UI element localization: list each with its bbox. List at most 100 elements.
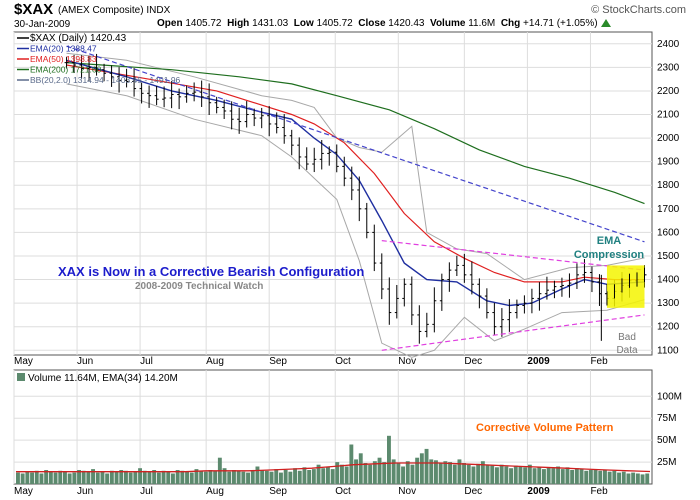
volume-bar — [48, 471, 53, 484]
volume-bar — [358, 453, 363, 484]
x-tick-label: Dec — [464, 356, 482, 367]
volume-bar — [560, 469, 565, 484]
volume-bar — [504, 466, 509, 484]
chart-annotation-title: XAX is Now in a Corrective Bearish Confi… — [58, 264, 364, 279]
volume-bar — [91, 469, 95, 484]
volume-bar — [603, 470, 607, 484]
legend-ema20-text: EMA(20) 1388.47 — [30, 44, 97, 54]
wedge-top-trendline — [381, 240, 645, 271]
volume-bar — [297, 470, 302, 484]
volume-bar — [471, 466, 476, 484]
volume-legend-text: Volume 11.64M, EMA(34) 14.20M — [28, 373, 178, 384]
x-tick-label: Oct — [335, 356, 351, 367]
volume-bar — [527, 464, 532, 484]
volume-bar — [316, 464, 321, 484]
volume-bar — [391, 459, 396, 484]
volume-bar — [419, 453, 424, 484]
volume-bar — [480, 461, 485, 484]
volume-bar — [372, 461, 377, 484]
volume-value: 11.6M — [468, 18, 496, 29]
ema-compression-highlight — [606, 265, 645, 308]
volume-bar — [396, 463, 401, 484]
volume-bar — [124, 470, 128, 484]
volume-bar — [264, 470, 269, 484]
chart-date: 30-Jan-2009 — [14, 19, 71, 30]
volume-bar — [246, 472, 250, 484]
legend-ema200-text: EMA(200) 1721.60 — [30, 65, 102, 75]
open-value: 1405.72 — [185, 18, 222, 29]
volume-bar — [321, 468, 326, 484]
volume-bar — [72, 472, 77, 484]
volume-bar — [128, 472, 133, 484]
volume-bar — [58, 470, 63, 484]
volume-bar — [387, 435, 391, 484]
volume-y-tick-label: 25M — [657, 457, 676, 468]
high-label: High — [227, 18, 250, 29]
open-label: Open — [157, 18, 183, 29]
volume-bar — [20, 473, 25, 484]
y-tick-label: 1700 — [657, 204, 680, 215]
volume-bar — [95, 472, 100, 484]
volume-bar — [288, 471, 293, 484]
volume-bar — [39, 473, 44, 484]
low-value: 1405.72 — [316, 18, 353, 29]
x-tick-label: May — [14, 356, 33, 367]
y-tick-label: 2400 — [657, 39, 680, 50]
ohlc-readout: Open 1405.72 High 1431.03 Low 1405.72 Cl… — [157, 18, 611, 29]
volume-bar — [232, 470, 236, 484]
volume-bar — [185, 471, 189, 484]
high-value: 1431.03 — [252, 18, 289, 29]
volume-bar — [485, 464, 490, 484]
x-tick-label: Jun — [77, 356, 93, 367]
volume-bar — [147, 471, 152, 484]
chg-value: +14.71 (+1.05%) — [523, 18, 598, 29]
volume-bar — [330, 469, 335, 484]
x-tick-label: Sep — [269, 356, 287, 367]
volume-bar — [532, 468, 537, 484]
volume-y-tick-label: 50M — [657, 435, 676, 446]
chart-header: $XAX (AMEX Composite) INDX 30-Jan-2009 ©… — [0, 0, 700, 40]
volume-bar — [81, 470, 86, 484]
volume-bar — [138, 468, 142, 484]
volume-bar — [617, 472, 621, 484]
volume-bar — [213, 470, 218, 484]
volume-bar — [574, 468, 579, 484]
volume-bar — [452, 464, 457, 484]
close-label: Close — [358, 18, 386, 29]
volume-bar — [565, 467, 570, 484]
volume-bar — [438, 463, 443, 484]
legend-bb-text: BB(20,2.0) 1314.94 - 1403.45 - 1491.96 — [30, 75, 181, 85]
symbol: $XAX — [14, 1, 54, 18]
volume-bar — [509, 468, 513, 484]
volume-bar — [598, 470, 603, 484]
legend-ema50-text: EMA(50) 1398.83 — [30, 54, 97, 64]
volume-bar — [241, 471, 246, 484]
volume-bar — [63, 471, 67, 484]
volume-bar — [142, 470, 147, 484]
chg-label: Chg — [500, 18, 521, 29]
volume-bar — [340, 464, 344, 484]
volume-bar — [626, 473, 631, 484]
volume-bar — [579, 469, 584, 484]
up-arrow-icon — [600, 19, 611, 27]
volume-bar — [410, 464, 415, 484]
volume-bar — [283, 470, 288, 484]
volume-bar — [513, 465, 518, 484]
y-tick-label: 2300 — [657, 62, 680, 73]
y-tick-label: 1800 — [657, 180, 680, 191]
volume-annotation: Corrective Volume Pattern — [476, 422, 614, 434]
volume-bar — [382, 462, 387, 484]
volume-bar — [311, 469, 316, 484]
volume-bar — [25, 471, 30, 484]
volume-bar — [349, 444, 354, 484]
volume-bar — [105, 473, 110, 484]
volume-bar — [363, 463, 368, 484]
volume-bar — [518, 466, 523, 484]
bad-data-note-line1: Bad — [618, 332, 636, 343]
volume-bar — [293, 468, 297, 484]
volume-bar — [119, 470, 124, 484]
brand-watermark: © StockCharts.com — [591, 4, 686, 16]
volume-bar — [635, 473, 640, 484]
volume-bar — [415, 457, 420, 484]
volume-bar — [203, 471, 208, 484]
